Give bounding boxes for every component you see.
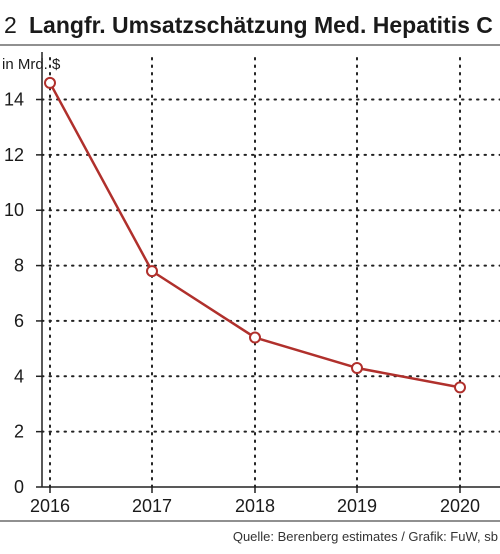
y-tick-label-2: 2 [14, 422, 24, 442]
x-tick-label-2019: 2019 [337, 496, 377, 516]
x-tick-label-2018: 2018 [235, 496, 275, 516]
y-tick-label-8: 8 [14, 256, 24, 276]
x-tick-label-2020: 2020 [440, 496, 480, 516]
y-tick-label-10: 10 [4, 200, 24, 220]
data-point-2019 [351, 361, 363, 374]
data-point-2017 [146, 265, 158, 278]
y-tick-label-0: 0 [14, 477, 24, 497]
y-tick-label-14: 14 [4, 90, 24, 110]
source-note: Quelle: Berenberg estimates / Grafik: Fu… [233, 529, 498, 544]
y-tick-label-6: 6 [14, 311, 24, 331]
grid [41, 57, 500, 488]
y-tick-label-4: 4 [14, 366, 24, 386]
y-axis-unit-label: in Mrd. $ [2, 56, 61, 73]
data-point-2016 [44, 76, 56, 89]
x-tick-label-2017: 2017 [132, 496, 172, 516]
axes [41, 52, 500, 488]
y-axis-ticks: 0 2 4 6 8 10 12 14 [4, 90, 42, 497]
chart-number: 2 [4, 12, 17, 38]
x-axis-ticks: 2016 2017 2018 2019 2020 [30, 487, 480, 516]
chart-title: Langfr. Umsatzschätzung Med. Hepatitis C [29, 12, 493, 38]
data-series [44, 76, 466, 394]
data-point-2018 [249, 331, 261, 344]
y-tick-label-12: 12 [4, 145, 24, 165]
data-point-2020 [454, 381, 466, 394]
x-tick-label-2016: 2016 [30, 496, 70, 516]
